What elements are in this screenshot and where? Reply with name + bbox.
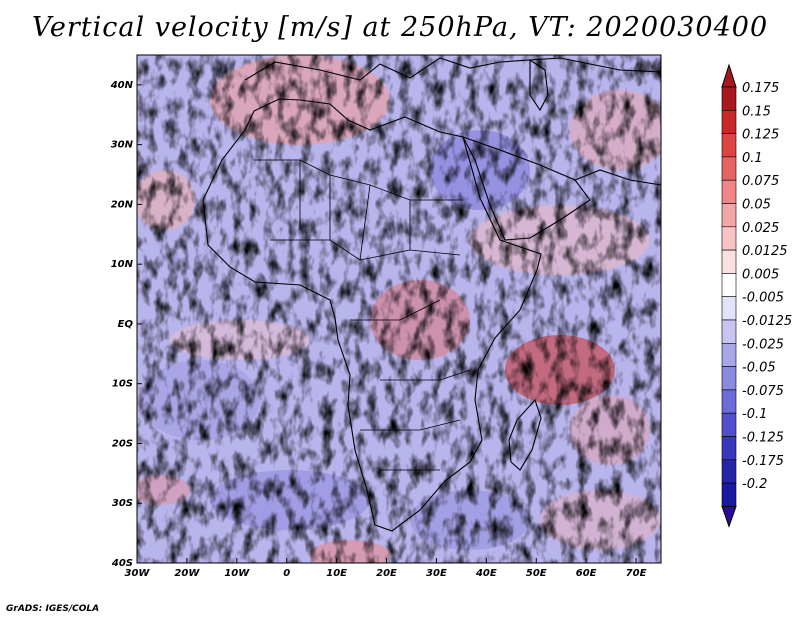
colorbar-label: -0.075 [742, 384, 784, 399]
colorbar-swatch [721, 156, 737, 181]
colorbar-label: -0.125 [742, 431, 784, 446]
colorbar-swatch [721, 319, 737, 344]
y-axis: 40N 30N 20N 10N EQ 10S 20S 30S 40S [110, 80, 142, 569]
x-tick-label: 0 [283, 568, 290, 579]
plot-title: Vertical velocity [m/s] at 250hPa, VT: 2… [31, 12, 769, 43]
borders [254, 159, 471, 471]
colorbar-swatch [721, 226, 737, 251]
colorbar-swatch [721, 459, 737, 484]
x-tick-label: 30W [125, 568, 151, 579]
y-tick-label: 20S [112, 438, 133, 449]
colorbar-top-arrow [721, 63, 737, 88]
colorbar-label: -0.005 [742, 291, 784, 306]
colorbar-swatch [721, 273, 737, 297]
x-tick-label: 10W [224, 568, 250, 579]
colorbar: 0.175 0.15 0.125 0.1 0.075 0.05 0.025 0.0125 0.0… [721, 63, 792, 528]
colorbar-swatch [721, 342, 737, 367]
colorbar-label: -0.0125 [742, 314, 792, 329]
y-tick-label: 10S [112, 379, 133, 390]
colorbar-swatch [721, 133, 737, 158]
colorbar-swatch [721, 110, 737, 134]
y-tick-label: EQ [118, 319, 134, 330]
x-tick-label: 40E [475, 568, 497, 579]
colorbar-swatch [721, 412, 737, 437]
colorbar-label: -0.1 [742, 407, 767, 422]
caspian-outline [529, 58, 549, 112]
gulf-coast [574, 169, 661, 186]
x-tick-label: 30E [426, 568, 447, 579]
colorbar-bottom-arrow [721, 505, 737, 528]
arabia-coastline [461, 136, 591, 241]
africa-coastline [202, 98, 542, 532]
colorbar-swatch [721, 249, 737, 274]
colorbar-label: 0.0125 [742, 244, 788, 259]
colorbar-label: 0.05 [742, 198, 771, 213]
colorbar-label: 0.125 [742, 128, 779, 143]
colorbar-label: -0.2 [742, 477, 767, 492]
grads-credit: GrADS: IGES/COLA [6, 604, 100, 614]
europe-coastline [244, 57, 661, 81]
colorbar-label: -0.05 [742, 361, 776, 376]
colorbar-swatch [721, 366, 737, 391]
x-tick-label: 10E [326, 568, 347, 579]
colorbar-swatch [721, 86, 737, 111]
colorbar-label: 0.075 [742, 174, 779, 189]
y-tick-label: 40N [110, 80, 134, 91]
x-axis: 30W 20W 10W 0 10E 20E 30E 40E 50E 60E 70E [125, 558, 647, 579]
y-tick-label: 30N [111, 140, 134, 151]
colorbar-label: 0.1 [742, 151, 763, 166]
colorbar-label: -0.175 [742, 454, 784, 469]
y-tick-label: 40S [111, 558, 133, 569]
colorbar-swatch [721, 482, 737, 507]
colorbar-label: 0.005 [742, 267, 779, 282]
velocity-field [137, 55, 661, 563]
colorbar-swatch [721, 203, 737, 228]
y-tick-label: 10N [111, 259, 134, 270]
x-tick-label: 70E [626, 568, 647, 579]
madagascar-coastline [508, 398, 542, 471]
y-tick-label: 20N [111, 199, 134, 210]
x-tick-label: 60E [576, 568, 597, 579]
colorbar-swatch [721, 436, 737, 461]
coastlines [202, 57, 661, 532]
x-tick-label: 20E [376, 568, 397, 579]
colorbar-label: -0.025 [742, 337, 784, 352]
colorbar-label: 0.025 [742, 221, 779, 236]
y-tick-label: 30S [112, 498, 133, 509]
colorbar-swatch [721, 296, 737, 321]
map-frame [136, 54, 662, 564]
x-tick-label: 20W [174, 568, 200, 579]
colorbar-swatch [721, 179, 737, 204]
colorbar-label: 0.175 [742, 81, 779, 96]
x-tick-label: 50E [526, 568, 547, 579]
colorbar-label: 0.15 [742, 104, 771, 119]
colorbar-swatch [721, 389, 737, 414]
